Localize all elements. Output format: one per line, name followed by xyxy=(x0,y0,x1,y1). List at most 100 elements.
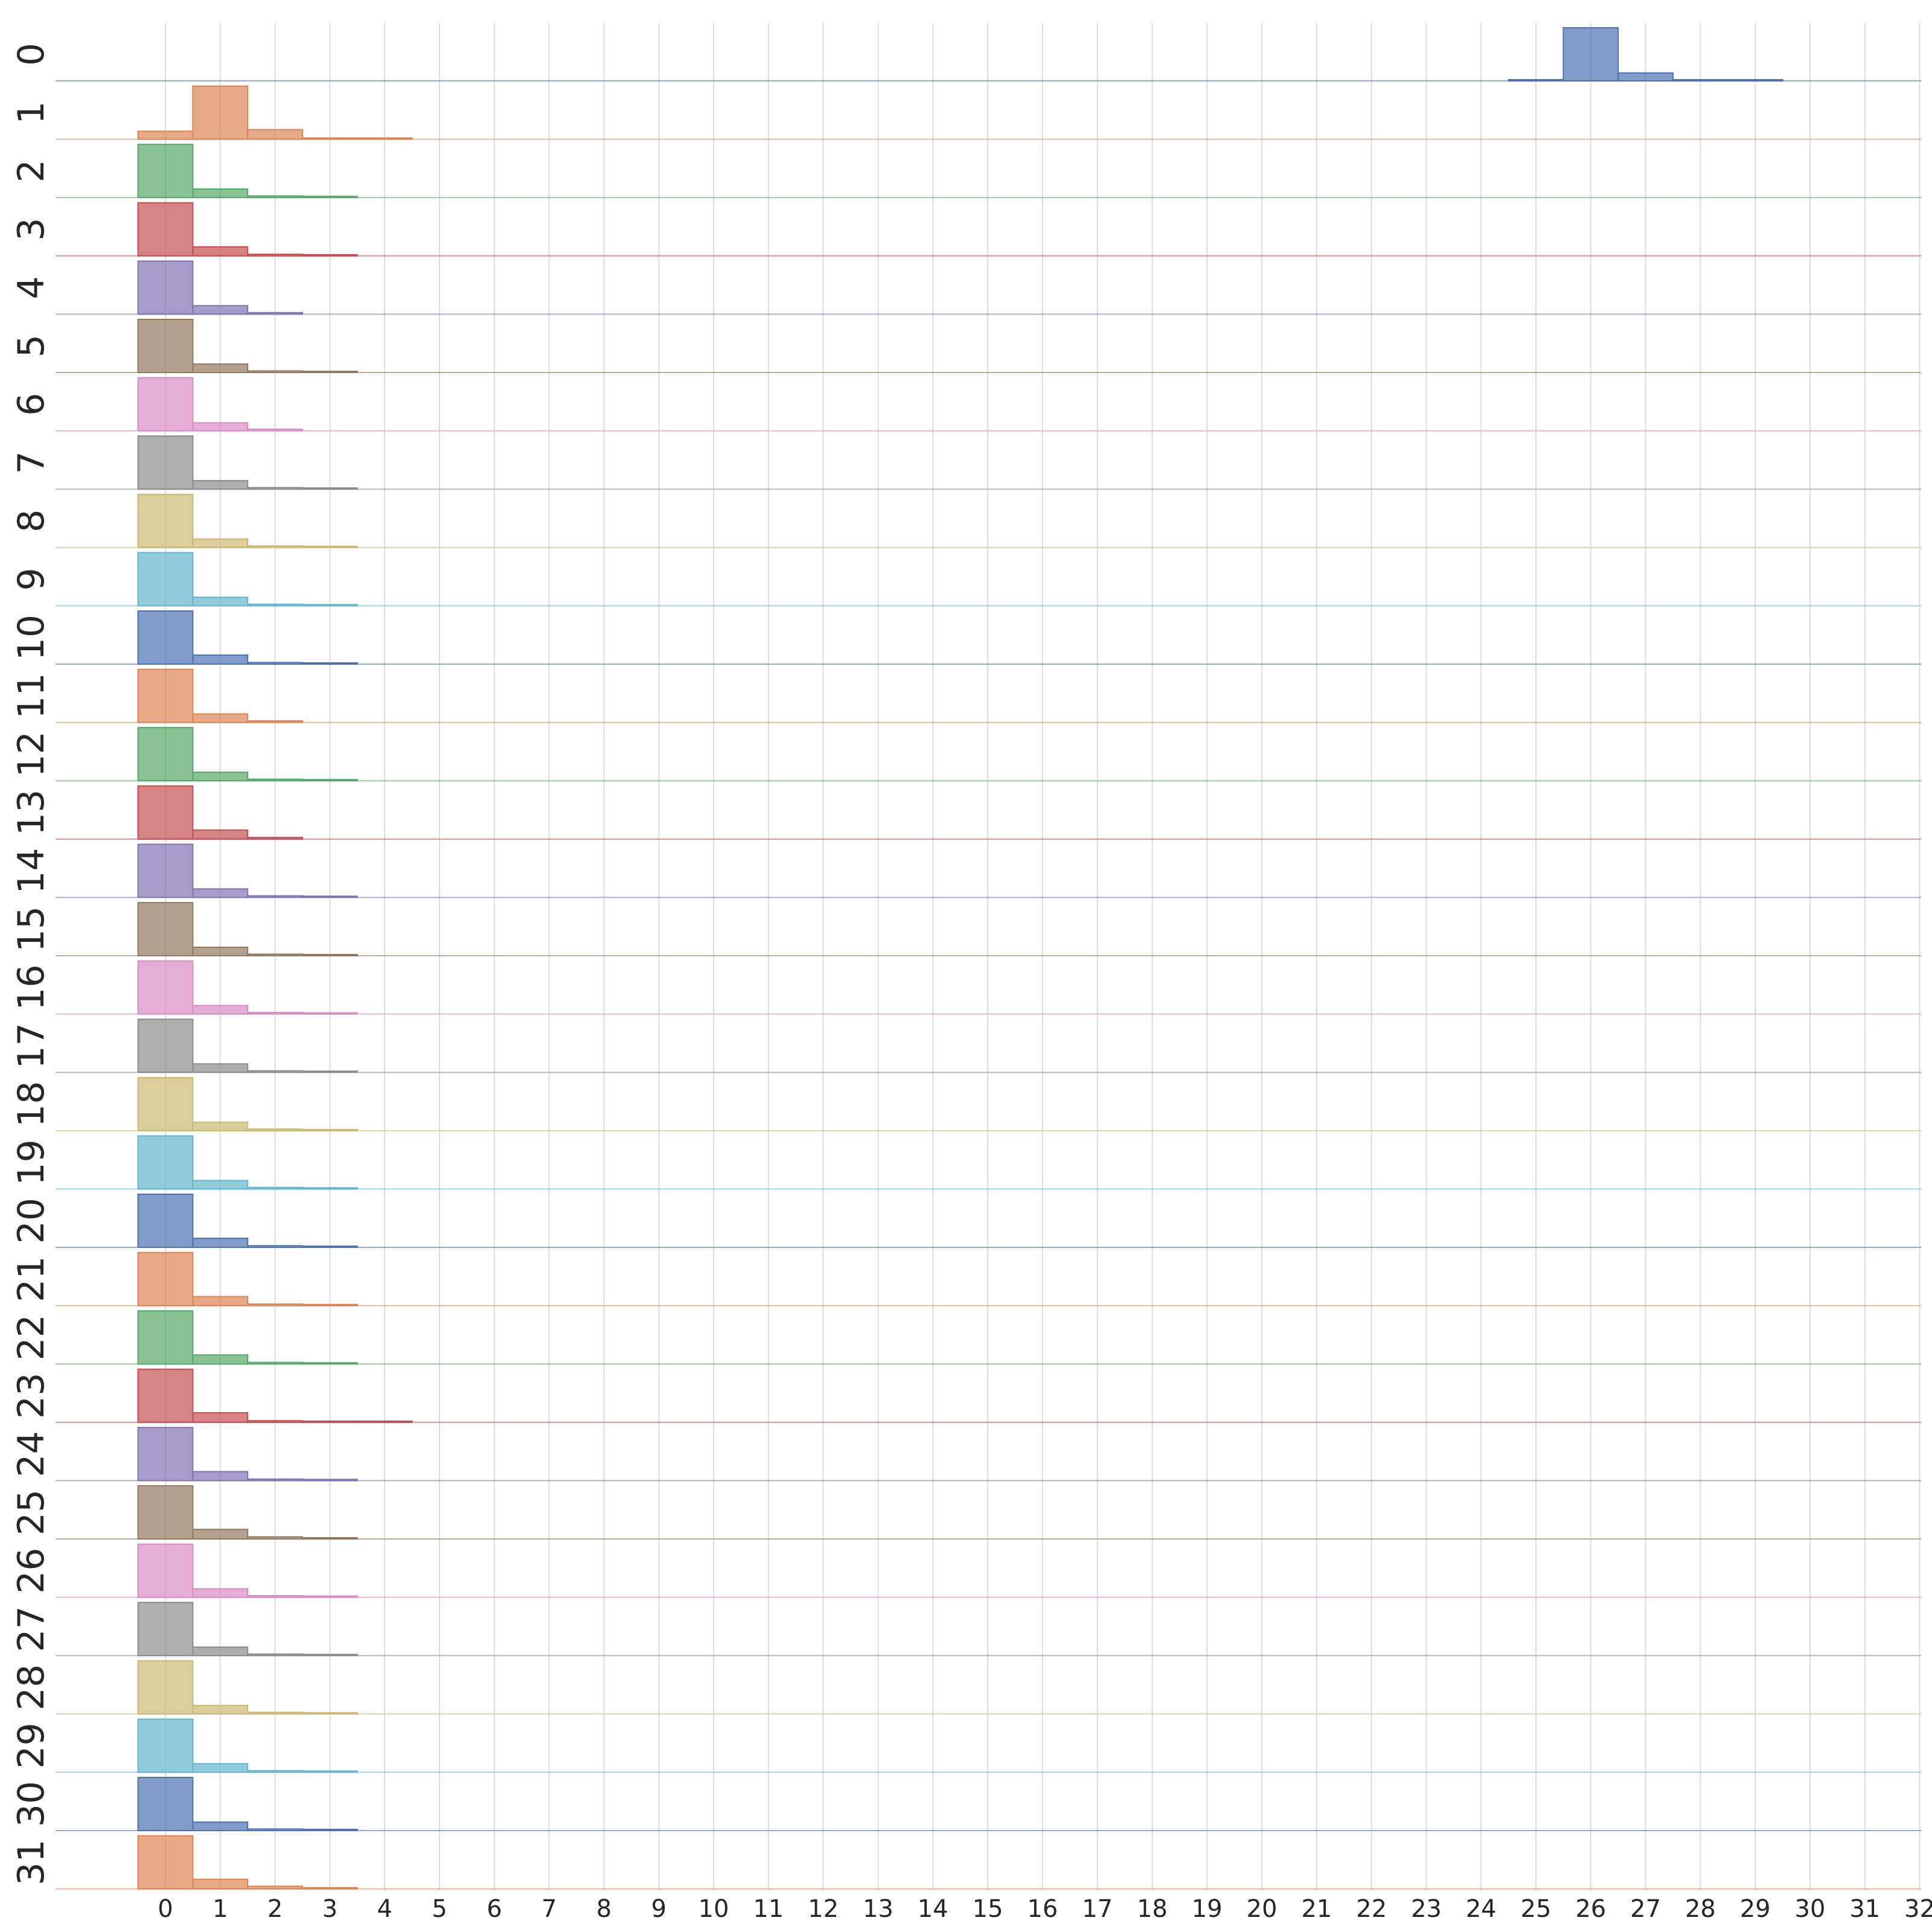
histogram-bar xyxy=(247,1420,304,1423)
histogram-row: 21 xyxy=(10,1252,1921,1307)
row-label: 31 xyxy=(10,1839,53,1885)
histogram-bar xyxy=(137,1660,194,1715)
row-label: 29 xyxy=(10,1722,53,1768)
x-tick-label: 0 xyxy=(158,1895,173,1923)
x-tick-label: 7 xyxy=(542,1895,557,1923)
histogram-row: 14 xyxy=(10,843,1921,898)
x-tick-label: 13 xyxy=(863,1895,894,1923)
row-label: 22 xyxy=(10,1314,53,1360)
x-tick-label: 26 xyxy=(1575,1895,1606,1923)
row-label: 9 xyxy=(10,568,53,590)
histogram-row: 19 xyxy=(10,1135,1921,1190)
histogram-bar xyxy=(302,1362,358,1365)
histogram-row: 11 xyxy=(10,668,1921,723)
histogram-bar xyxy=(192,1704,249,1715)
x-tick-label: 24 xyxy=(1466,1895,1497,1923)
x-tick-label: 4 xyxy=(377,1895,392,1923)
histogram-bar xyxy=(192,1412,249,1423)
row-label: 8 xyxy=(10,510,53,533)
row-label: 5 xyxy=(10,334,53,357)
histogram-bar xyxy=(302,662,358,665)
histogram-bar xyxy=(247,370,304,373)
histogram-bar xyxy=(137,668,194,723)
histogram-bar xyxy=(247,312,304,315)
row-label: 10 xyxy=(10,615,53,661)
histogram-bar xyxy=(302,1829,358,1831)
histogram-bar xyxy=(137,1310,194,1365)
histogram-bar xyxy=(137,319,194,373)
histogram-bar xyxy=(137,435,194,490)
histogram-bar xyxy=(192,188,249,199)
histogram-bar xyxy=(192,1821,249,1831)
histogram-row: 26 xyxy=(10,1543,1921,1598)
x-tick-label: 20 xyxy=(1247,1895,1278,1923)
histogram-bar xyxy=(247,1595,304,1598)
x-tick-label: 29 xyxy=(1740,1895,1771,1923)
histogram-bar xyxy=(192,538,249,548)
histogram-bar xyxy=(356,137,413,140)
histogram-bar xyxy=(302,1887,358,1890)
row-label: 18 xyxy=(10,1081,53,1127)
histogram-bar xyxy=(137,144,194,199)
histogram-bar xyxy=(247,778,304,782)
histogram-bar xyxy=(192,363,249,373)
histogram-bar xyxy=(302,1303,358,1307)
histogram-row: 1 xyxy=(10,85,1921,140)
histogram-bar xyxy=(247,720,304,723)
histogram-bar xyxy=(192,772,249,782)
histogram-bar xyxy=(137,785,194,840)
row-label: 12 xyxy=(10,731,53,777)
histogram-bar xyxy=(356,1420,413,1423)
histogram-bar xyxy=(192,1763,249,1773)
histogram-bar xyxy=(137,1427,194,1482)
histogram-bar xyxy=(137,843,194,898)
x-tick-label: 27 xyxy=(1630,1895,1661,1923)
histogram-row: 15 xyxy=(10,902,1921,957)
histogram-bar xyxy=(247,1770,304,1773)
histogram-bar xyxy=(302,954,358,956)
x-tick-label: 8 xyxy=(597,1895,612,1923)
histogram-bar xyxy=(247,487,304,490)
histogram-row: 31 xyxy=(10,1835,1921,1890)
histogram-bar xyxy=(137,610,194,665)
histogram-row: 25 xyxy=(10,1485,1921,1540)
histogram-bar xyxy=(302,1770,358,1773)
histogram-row: 7 xyxy=(10,435,1921,490)
histogram-bar xyxy=(137,727,194,782)
histogram-bar xyxy=(302,371,358,373)
histogram-bar xyxy=(247,953,304,956)
histogram-row: 17 xyxy=(10,1019,1921,1073)
histogram-row: 23 xyxy=(10,1368,1921,1423)
histogram-bar xyxy=(192,1063,249,1073)
histogram-bar xyxy=(192,1238,249,1249)
row-label: 30 xyxy=(10,1781,53,1827)
histogram-bar xyxy=(192,246,249,257)
histogram-bar xyxy=(247,1011,304,1015)
x-tick-label: 22 xyxy=(1356,1895,1387,1923)
histogram-row: 24 xyxy=(10,1427,1921,1482)
histogram-bar xyxy=(137,1076,194,1131)
histogram-bar xyxy=(137,202,194,257)
x-tick-label: 5 xyxy=(432,1895,447,1923)
histogram-bar xyxy=(247,662,304,665)
histogram-bar xyxy=(302,1654,358,1657)
histogram-row: 3 xyxy=(10,202,1921,257)
histogram-bar xyxy=(302,895,358,898)
histogram-bar xyxy=(302,1246,358,1248)
histogram-row: 0 xyxy=(10,27,1921,82)
x-tick-label: 6 xyxy=(487,1895,502,1923)
x-tick-label: 23 xyxy=(1411,1895,1442,1923)
histogram-bar xyxy=(192,1354,249,1365)
histogram-bar xyxy=(247,129,304,140)
histogram-bar xyxy=(302,1128,358,1131)
histogram-bar xyxy=(192,1529,249,1540)
histogram-bar xyxy=(192,597,249,607)
x-tick-label: 11 xyxy=(753,1895,784,1923)
histogram-row: 4 xyxy=(10,260,1921,315)
row-label: 25 xyxy=(10,1489,53,1535)
histogram-bar xyxy=(247,1361,304,1365)
histogram-bar xyxy=(192,713,249,723)
histogram-row: 22 xyxy=(10,1310,1921,1365)
histogram-bar xyxy=(1727,79,1783,82)
